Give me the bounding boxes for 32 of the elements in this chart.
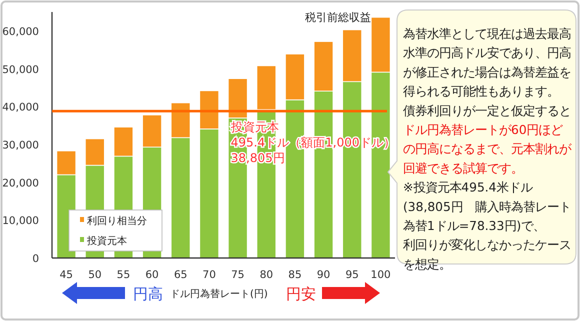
x-tick-label: 45 — [60, 269, 73, 281]
x-tick-label: 90 — [316, 269, 330, 281]
x-tick-label: 50 — [88, 269, 102, 281]
x-tick-label: 70 — [202, 269, 216, 281]
y-tick-label: 50,000 — [2, 64, 39, 76]
text: ドル円為替レートが60円ほどの円高になるまで、元本割れが回避できる試算です。 — [403, 123, 572, 176]
y-tick-label: 0 — [32, 253, 39, 265]
legend-label: 利回り相当分 — [87, 215, 147, 227]
text: 為替水準として現在は過去最高水準の円高ドル安であり、円高が修正された場合は為替差益を得られる可能性もあります。 — [403, 27, 571, 99]
text: (38,805円 購入時為替レート為替1ドル=78.33円)で、 — [403, 200, 571, 233]
text: 円高 — [133, 285, 163, 303]
x-tick-label: 60 — [145, 269, 159, 281]
y-tick-label: 40,000 — [2, 102, 39, 114]
x-tick-label: 65 — [174, 269, 188, 281]
x-tick-label: 75 — [231, 269, 244, 281]
text: 円安 — [286, 285, 316, 303]
annotation: 税引前総収益 — [305, 11, 372, 24]
y-tick-label: 60,000 — [2, 26, 39, 38]
text: 債券利回りが一定と仮定すると — [403, 104, 571, 118]
text: 利回りが変化しなかったケースを想定。 — [403, 238, 571, 272]
x-tick-label: 85 — [288, 269, 302, 281]
legend-label: 投資元本 — [86, 235, 127, 247]
y-tick-label: 20,000 — [2, 177, 39, 190]
x-tick-label: 80 — [260, 269, 274, 281]
x-tick-label: 55 — [116, 269, 130, 281]
x-axis-title: ドル円為替レート(円) — [170, 288, 268, 300]
text: ※投資元本495.4米ドル — [403, 180, 533, 195]
x-tick-label: 100 — [370, 269, 391, 281]
y-tick-label: 10,000 — [2, 215, 39, 228]
bar — [256, 65, 276, 110]
x-tick-label: 95 — [345, 269, 359, 281]
y-tick-label: 30,000 — [2, 139, 39, 152]
